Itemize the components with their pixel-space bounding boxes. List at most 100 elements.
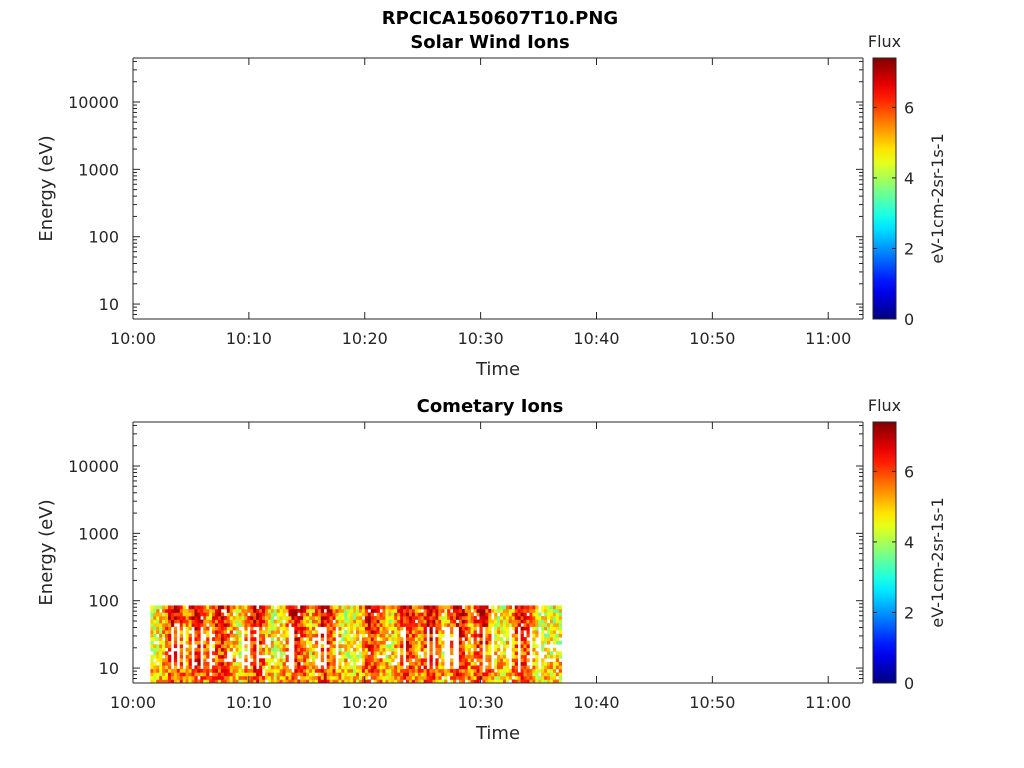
flux-cell (306, 619, 310, 624)
flux-cell (547, 679, 551, 684)
flux-cell (156, 637, 160, 641)
flux-cell (182, 623, 186, 627)
flux-cell (341, 605, 345, 610)
flux-cell (476, 668, 480, 673)
flux-cell (159, 679, 163, 684)
flux-cell (314, 608, 319, 613)
flux-cell (370, 616, 374, 620)
flux-cell (403, 675, 407, 680)
flux-cell (361, 654, 366, 659)
flux-cell (194, 658, 198, 663)
flux-cell (150, 665, 154, 670)
flux-cell (244, 612, 248, 617)
flux-cell (306, 637, 310, 641)
flux-cell (203, 623, 207, 627)
flux-cell (188, 612, 192, 617)
flux-cell (476, 679, 480, 684)
flux-cell (520, 637, 524, 641)
flux-cell (288, 675, 292, 680)
flux-cell (444, 616, 448, 620)
flux-cell (394, 672, 398, 677)
flux-cell (303, 668, 307, 673)
flux-cell (168, 647, 172, 652)
flux-cell (259, 616, 263, 620)
flux-cell (223, 640, 228, 645)
flux-cell (226, 633, 231, 638)
flux-cell (291, 679, 295, 684)
flux-cell (417, 647, 421, 652)
flux-cell (297, 630, 301, 634)
flux-cell (353, 605, 357, 610)
flux-cell (329, 623, 333, 627)
flux-cell (555, 626, 560, 631)
flux-cell (335, 679, 339, 684)
flux-cell (356, 605, 360, 610)
flux-cell (364, 647, 369, 652)
flux-cell (435, 644, 439, 649)
flux-cell (523, 658, 527, 663)
flux-cell (250, 644, 254, 649)
flux-cell (185, 647, 189, 652)
flux-cell (356, 658, 360, 663)
flux-cell (288, 605, 292, 610)
flux-cell (467, 630, 471, 634)
flux-cell (517, 675, 521, 680)
colorbar-tick-label: 0 (904, 310, 914, 329)
flux-cell (408, 668, 413, 673)
flux-cell (188, 608, 192, 613)
flux-cell (344, 612, 348, 617)
flux-cell (179, 623, 183, 627)
flux-cell (203, 605, 207, 610)
flux-cell (282, 661, 286, 666)
flux-cell (273, 626, 278, 631)
flux-cell (458, 633, 463, 638)
flux-cell (179, 605, 183, 610)
flux-cell (544, 637, 548, 641)
flux-cell (514, 637, 518, 641)
flux-cell (300, 640, 304, 645)
flux-cell (300, 630, 304, 634)
flux-cell (226, 608, 231, 613)
flux-cell (479, 619, 483, 624)
flux-cell (358, 640, 363, 645)
flux-cell (429, 654, 433, 659)
flux-cell (473, 675, 477, 680)
flux-cell (364, 654, 369, 659)
flux-cell (153, 668, 157, 673)
flux-cell (335, 619, 339, 624)
flux-cell (238, 665, 242, 670)
flux-cell (150, 675, 154, 680)
flux-cell (309, 640, 313, 645)
flux-cell (426, 605, 430, 610)
flux-cell (206, 672, 210, 677)
flux-cell (379, 647, 383, 652)
flux-cell (420, 637, 424, 641)
flux-cell (209, 623, 213, 627)
flux-cell (414, 612, 419, 617)
flux-cell (179, 679, 183, 684)
flux-cell (194, 633, 198, 638)
flux-cell (455, 675, 460, 680)
flux-cell (191, 605, 195, 610)
flux-cell (350, 668, 354, 673)
flux-cell (535, 654, 539, 659)
flux-cell (200, 623, 204, 627)
flux-cell (256, 675, 260, 680)
flux-cell (314, 644, 319, 649)
flux-cell (203, 619, 207, 624)
flux-cell (209, 668, 213, 673)
flux-cell (497, 647, 501, 652)
flux-cell (162, 623, 166, 627)
flux-cell (558, 668, 563, 673)
flux-cell (165, 651, 169, 656)
flux-cell (212, 616, 216, 620)
flux-cell (350, 626, 354, 631)
flux-cell (294, 651, 298, 656)
flux-cell (194, 647, 198, 652)
flux-cell (168, 605, 172, 610)
flux-cell (235, 605, 239, 610)
flux-cell (420, 668, 424, 673)
flux-cell (447, 668, 451, 673)
flux-cell (441, 644, 445, 649)
flux-cell (358, 665, 363, 670)
